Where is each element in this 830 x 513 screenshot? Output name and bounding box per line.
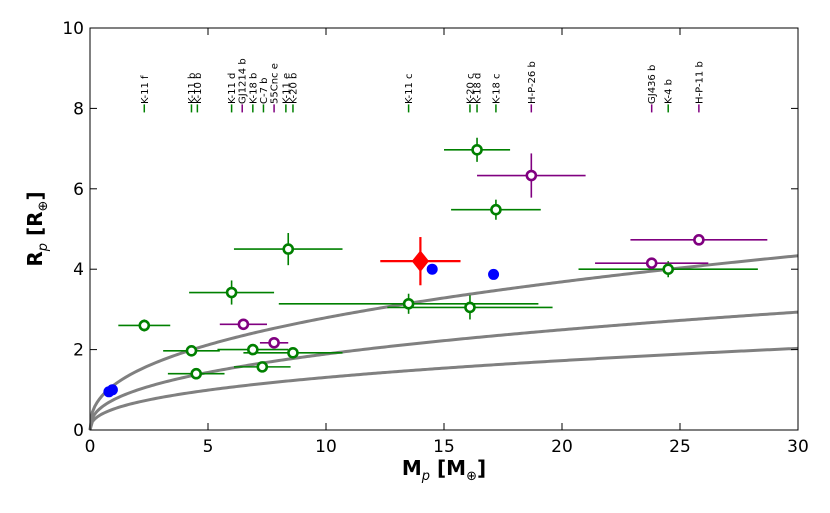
x-tick-label-4: 20 — [551, 437, 573, 457]
x-tick-label-2: 10 — [315, 437, 337, 457]
purple-point-1 — [268, 336, 280, 349]
green-point-11 — [490, 203, 502, 216]
annotation-label-15: GJ436 b — [647, 65, 658, 104]
annotation-label-4: GJ1214 b — [238, 58, 249, 104]
y-tick-label-5: 10 — [62, 19, 84, 39]
axes: 0 5 10 15 20 25 30 0 2 4 6 8 10 — [62, 19, 808, 457]
purple-point-3 — [645, 257, 658, 269]
x-tick-label-5: 25 — [669, 437, 691, 457]
green-point-1 — [185, 345, 198, 357]
y-tick-label-2: 4 — [73, 260, 84, 280]
y-tick-label-4: 8 — [73, 99, 84, 119]
annotation-label-8: K-11 e — [281, 73, 292, 104]
annotation-label-5: K-18 b — [248, 73, 259, 104]
y-tick-label-1: 2 — [73, 341, 84, 361]
green-point-0 — [138, 319, 151, 332]
purple-point-2 — [525, 169, 538, 182]
planet-annotations: K-11 f K-11 bK-10 b K-11 d GJ1214 b K-18 b C-… — [140, 58, 705, 113]
annotation-label-11: K-20 c — [465, 73, 476, 104]
x-tick-label-1: 5 — [203, 437, 214, 457]
annotation-label-6: C-7 b — [259, 78, 270, 104]
annotation-label-7: 55Cnc e — [270, 63, 281, 104]
annotation-label-17: H-P-11 b — [694, 61, 705, 104]
annotation-label-9: K-20 b — [288, 73, 299, 104]
green-point-4 — [247, 343, 259, 356]
x-tick-label-0: 0 — [85, 437, 96, 457]
y-tick-label-3: 6 — [73, 180, 84, 200]
annotation-label-12: K-18 d — [473, 73, 484, 104]
purple-point-4 — [693, 234, 705, 246]
blue-point-3 — [488, 268, 500, 280]
annotation-label-10: K-11 c — [404, 73, 415, 104]
data-markers — [103, 144, 705, 398]
green-point-6 — [282, 243, 295, 255]
annotation-label-13: K-18 c — [491, 73, 502, 104]
x-tick-label-6: 30 — [787, 437, 809, 457]
x-tick-label-3: 15 — [433, 437, 455, 457]
green-point-9 — [464, 301, 476, 314]
annotation-label-0: K-11 f — [140, 75, 151, 104]
annotation-label-3: K-11 d — [227, 73, 238, 104]
blue-point-2 — [426, 263, 438, 275]
annotation-label-14: H-P-26 b — [527, 61, 538, 104]
green-point-5 — [256, 361, 269, 373]
green-point-8 — [402, 297, 415, 310]
model-curves — [88, 254, 799, 431]
y-axis-title: Rp [R⊕] — [23, 191, 51, 266]
purple-point-0 — [237, 318, 250, 331]
blue-point-1 — [106, 384, 118, 396]
annotation-label-1: K-11 b — [187, 73, 198, 104]
green-point-3 — [225, 286, 238, 299]
curve-2 — [88, 310, 799, 431]
red-point-0 — [411, 250, 430, 272]
curve-1 — [88, 254, 799, 431]
x-axis-title: Mp [M⊕] — [402, 456, 486, 484]
green-point-7 — [287, 347, 299, 359]
annotation-label-2: K-10 b — [193, 73, 204, 104]
green-point-2 — [190, 367, 202, 380]
green-point-10 — [471, 144, 483, 156]
curve-3 — [88, 346, 799, 431]
green-point-12 — [662, 263, 675, 276]
annotation-label-16: K-4 b — [664, 79, 675, 104]
y-tick-label-0: 0 — [73, 421, 84, 441]
